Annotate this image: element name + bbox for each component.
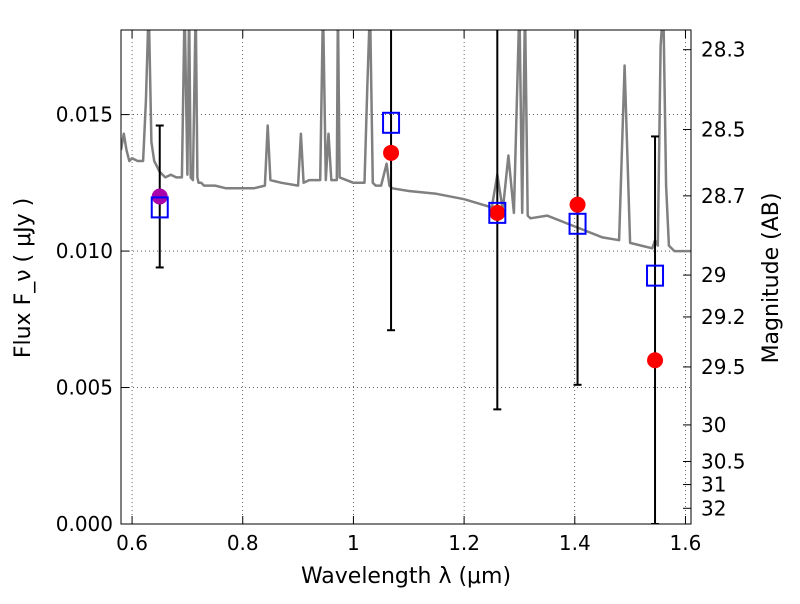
marker-layer <box>150 111 665 369</box>
y-tick-label: 0.000 <box>56 512 113 536</box>
right-tick-label: 32 <box>701 496 726 520</box>
plot-frame <box>120 29 692 525</box>
observed-flux-point <box>569 196 586 213</box>
x-tick-label: 1.2 <box>448 531 480 555</box>
x-tick-label: 1.4 <box>559 531 591 555</box>
right-tick-label: 28.5 <box>701 117 746 141</box>
x-axis-label: Wavelength λ (μm) <box>301 564 511 589</box>
x-tick-label: 1 <box>347 531 360 555</box>
right-tick-label: 28.3 <box>701 38 746 62</box>
model-flux-square <box>568 212 587 235</box>
model-flux-square <box>382 111 401 134</box>
model-flux-square <box>150 196 169 219</box>
right-tick-label: 29.5 <box>701 355 746 379</box>
axis-layer: 0.6 0.8 1 1.2 1.4 1.6 0.000 0.005 0.010 0.015 28.3… <box>56 30 746 555</box>
right-tick-label: 29.2 <box>701 305 746 329</box>
y-axis-label: Flux F_ν ( μJy ) <box>11 198 36 358</box>
y-tick-label: 0.015 <box>56 103 113 127</box>
x-tick-label: 0.8 <box>227 531 259 555</box>
right-tick-label: 29 <box>701 263 726 287</box>
right-tick-label: 31 <box>701 473 726 497</box>
x-tick-label: 0.6 <box>116 531 148 555</box>
y-tick-label: 0.010 <box>56 239 113 263</box>
right-tick-label: 28.7 <box>701 184 746 208</box>
y-tick-label: 0.005 <box>56 376 113 400</box>
right-tick-label: 30.5 <box>701 449 746 473</box>
y-axis-label-right: Magnitude (AB) <box>759 193 784 364</box>
observed-flux-point <box>383 144 400 161</box>
spectrum-layer <box>121 30 691 253</box>
template-spectrum-line <box>121 30 691 253</box>
observed-flux-point <box>647 352 664 369</box>
x-tick-label: 1.6 <box>670 531 702 555</box>
observed-flux-point <box>489 204 506 221</box>
model-flux-square <box>488 201 507 224</box>
model-flux-square <box>646 264 665 287</box>
right-tick-label: 30 <box>701 413 726 437</box>
